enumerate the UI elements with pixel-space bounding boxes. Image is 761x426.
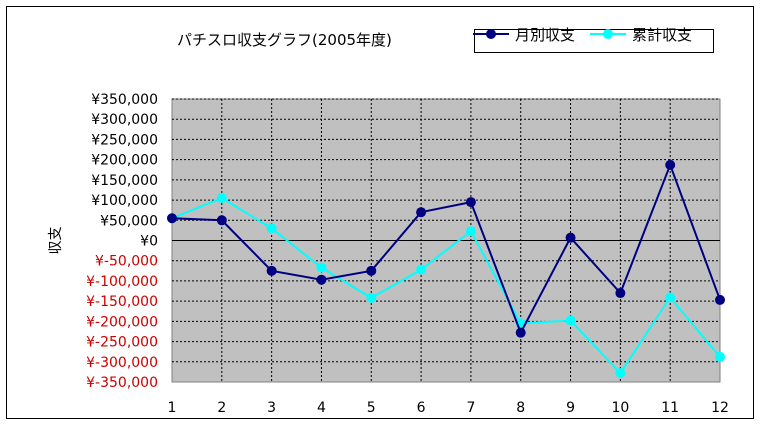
y-tick-label: ¥-250,000 (86, 335, 158, 351)
y-tick-label: ¥100,000 (91, 193, 158, 209)
y-tick-label: ¥250,000 (91, 132, 158, 148)
y-tick-label: ¥-350,000 (86, 375, 158, 391)
series-2-point (715, 351, 725, 362)
series-2-point (266, 223, 277, 234)
series-1-point (615, 288, 626, 299)
x-tick-label: 3 (267, 400, 276, 416)
series-2-point (665, 292, 676, 303)
y-tick-label: ¥150,000 (91, 173, 158, 189)
x-tick-label: 11 (661, 400, 679, 416)
series-1-point (515, 327, 526, 338)
legend-label-1: 月別収支 (515, 26, 575, 44)
series-1-point (316, 274, 327, 285)
series-line-2 (171, 196, 721, 375)
x-tick-label: 8 (516, 400, 525, 416)
series-1-point (465, 197, 476, 208)
series-1-point (665, 159, 676, 170)
y-tick-label: ¥-150,000 (86, 294, 158, 310)
y-tick-label: ¥0 (140, 234, 158, 250)
series-1-point (715, 294, 725, 305)
legend-marker-1 (486, 29, 496, 39)
y-tick-label: ¥-100,000 (86, 274, 158, 290)
series-2-point (316, 262, 327, 273)
y-tick-label: ¥-300,000 (86, 355, 158, 371)
y-tick-label: ¥-200,000 (86, 314, 158, 330)
x-tick-label: 2 (217, 400, 226, 416)
x-tick-label: 6 (417, 400, 426, 416)
series-2-point (416, 264, 427, 275)
x-tick-label: 9 (566, 400, 575, 416)
y-tick-label: ¥300,000 (91, 112, 158, 128)
x-tick-label: 10 (611, 400, 629, 416)
legend-label-2: 累計収支 (632, 26, 692, 44)
series-1-point (366, 265, 377, 276)
series-1-point (266, 265, 277, 276)
series-1-point (216, 215, 227, 226)
series-2-point (465, 226, 476, 237)
y-tick-label: ¥350,000 (91, 92, 158, 108)
series-2-point (366, 292, 377, 303)
chart-legend (474, 29, 714, 53)
x-tick-label: 1 (168, 400, 177, 416)
series-1-point (416, 207, 427, 218)
series-1-point (565, 232, 576, 243)
series-2-point (565, 315, 576, 326)
series-1-point (167, 213, 177, 224)
series-2-point (615, 368, 626, 379)
series-line-1 (171, 162, 721, 336)
y-tick-label: ¥50,000 (100, 213, 158, 229)
y-tick-label: ¥-50,000 (95, 254, 158, 270)
y-tick-label: ¥200,000 (91, 153, 158, 169)
x-tick-label: 7 (466, 400, 475, 416)
y-axis-label: 収支 (48, 227, 64, 255)
x-tick-label: 4 (317, 400, 326, 416)
x-tick-label: 5 (367, 400, 376, 416)
series-2-point (216, 193, 227, 204)
chart-title: パチスロ収支グラフ(2005年度) (177, 31, 392, 49)
legend-marker-2 (603, 29, 613, 39)
x-tick-label: 12 (711, 400, 729, 416)
